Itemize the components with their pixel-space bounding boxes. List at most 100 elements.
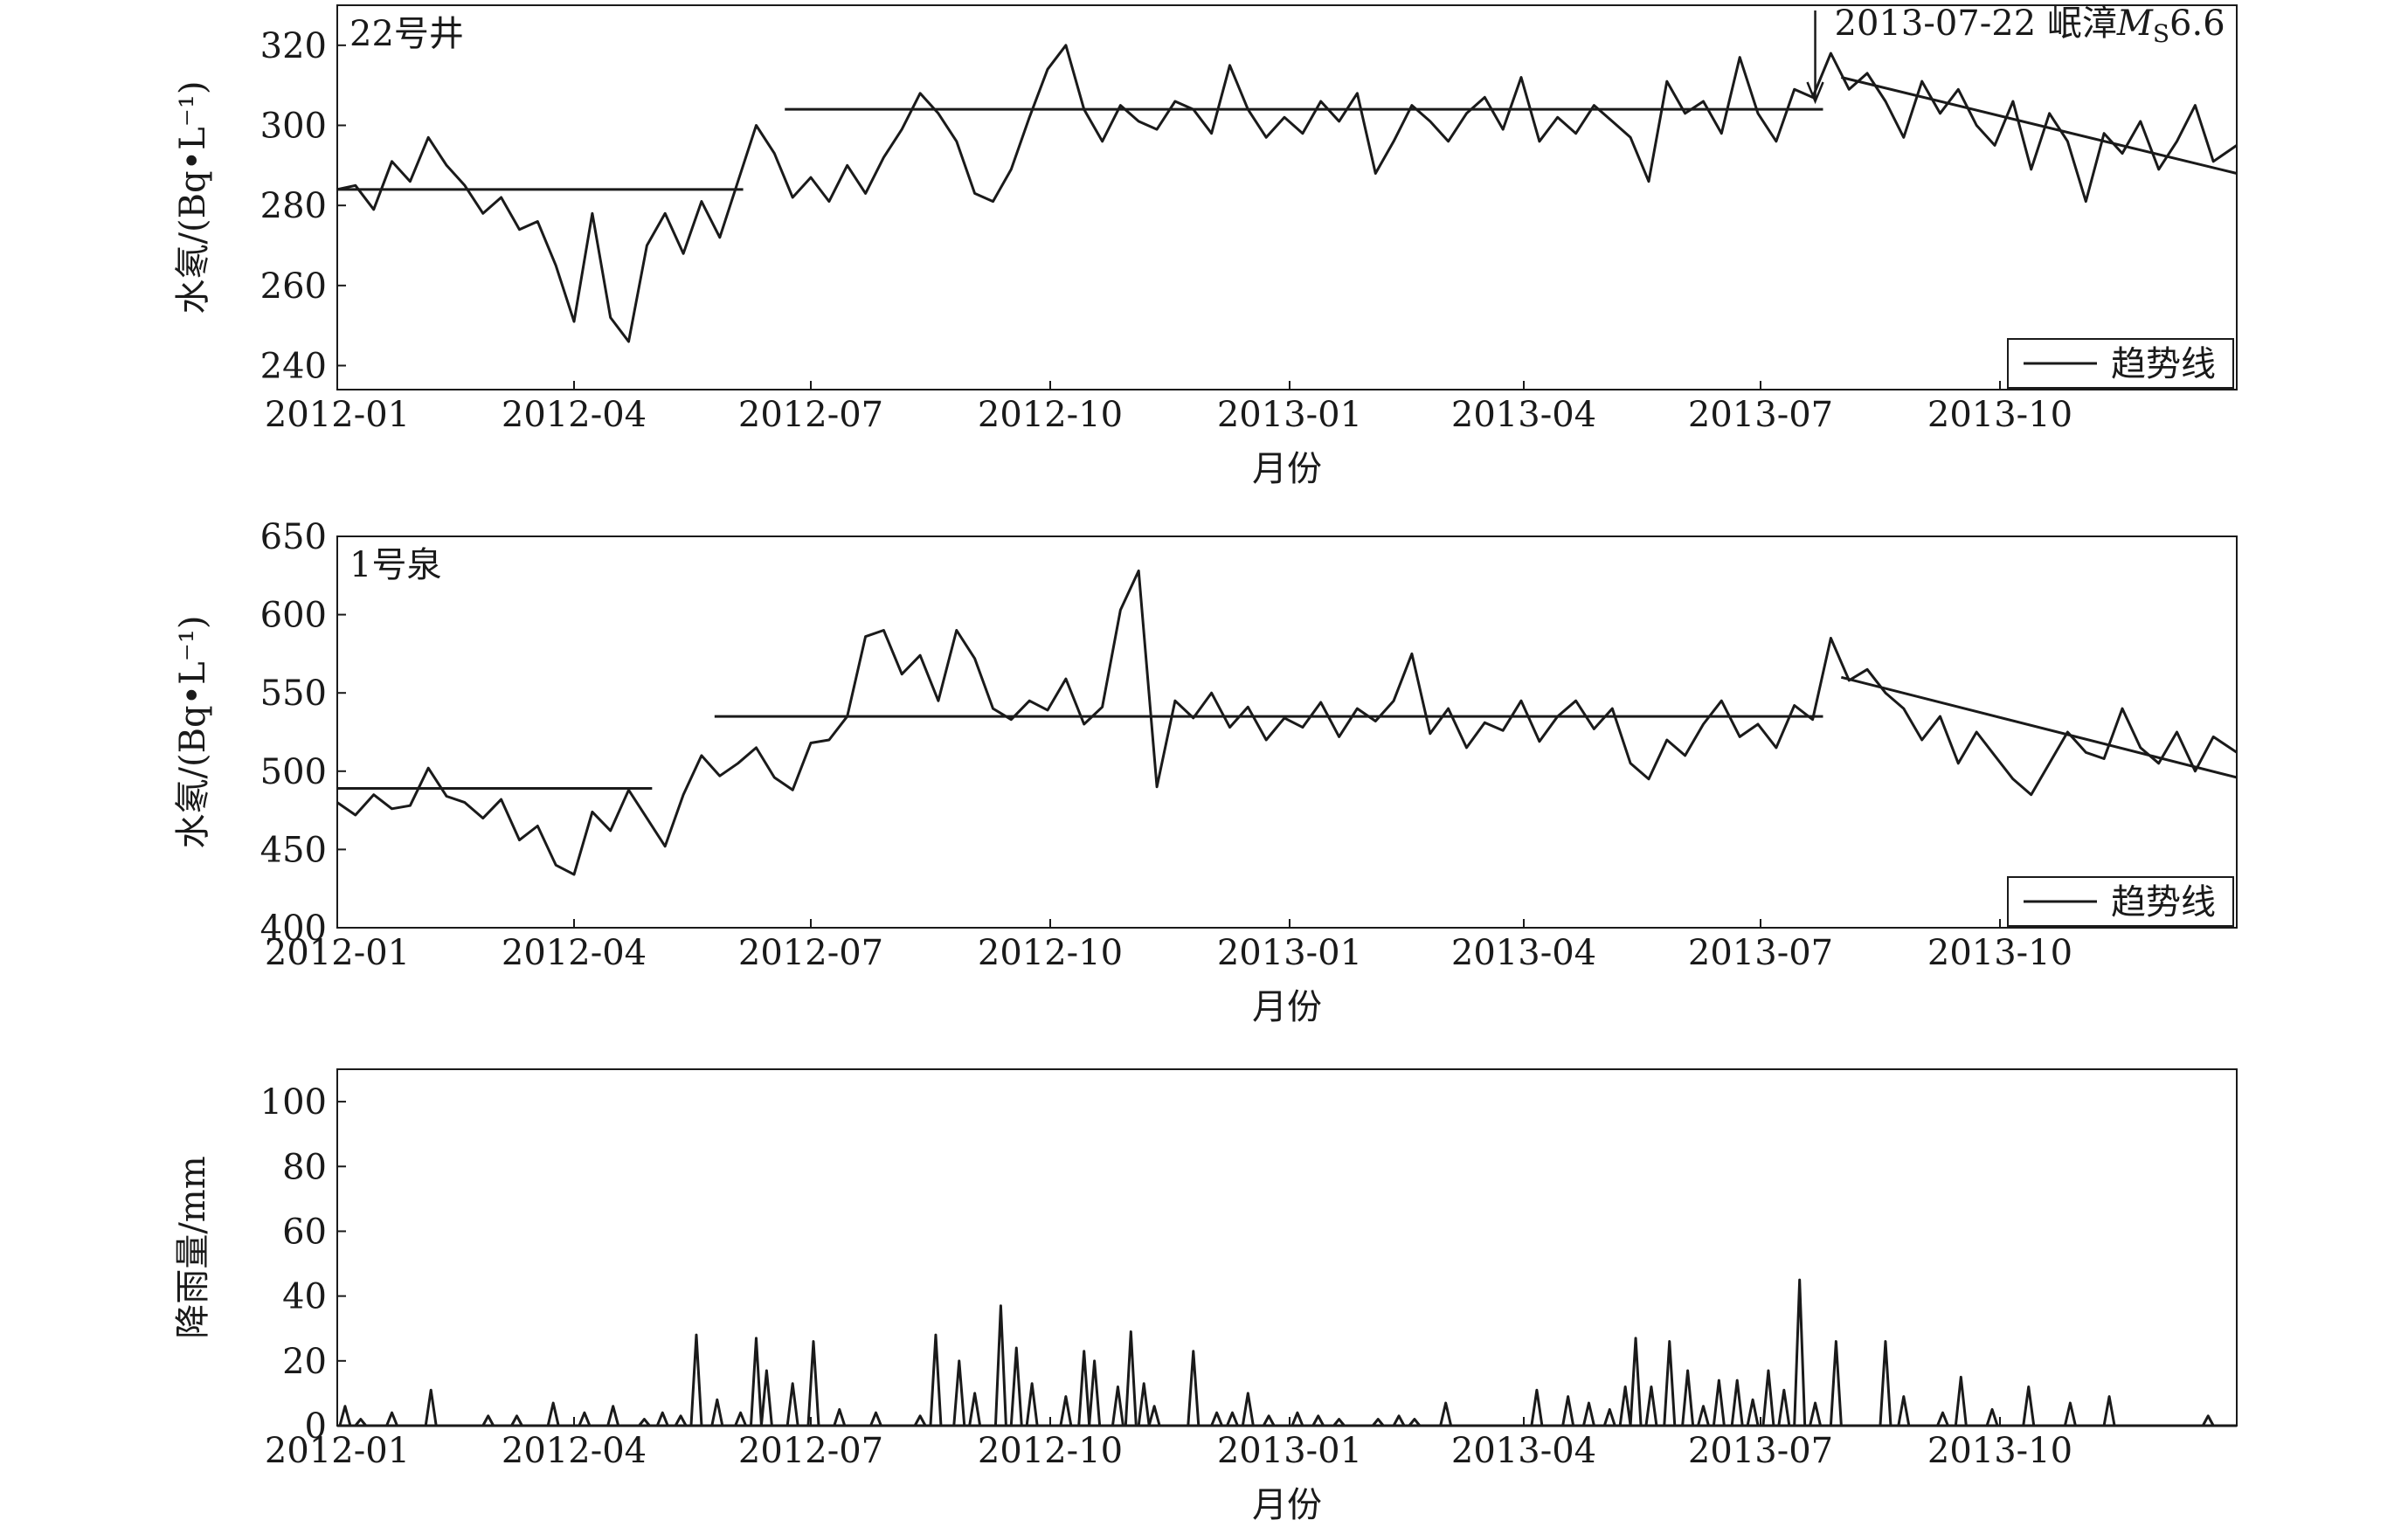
y-tick-label: 600 (260, 596, 327, 636)
rain-spike (1879, 1340, 1892, 1427)
rain-spike (1111, 1385, 1124, 1427)
y-tick-label: 60 (282, 1212, 327, 1252)
rain-spike (1777, 1388, 1791, 1427)
x-tick-label: 2012-10 (978, 395, 1123, 435)
rain-spike (385, 1411, 398, 1427)
x-tick-label: 2012-04 (502, 1431, 647, 1471)
rain-spike (1137, 1382, 1151, 1427)
rain-spike (1730, 1378, 1744, 1427)
rain-spike (1124, 1330, 1138, 1427)
rain-spike (785, 1382, 799, 1427)
rain-spike (546, 1401, 560, 1427)
rain-spike (734, 1411, 747, 1427)
rain-spike (510, 1414, 523, 1427)
rain-spike (2102, 1395, 2116, 1427)
y-tick-label: 240 (260, 347, 327, 387)
rain-spike (1439, 1401, 1453, 1427)
rain-spike (1241, 1392, 1255, 1427)
rain-spike (1332, 1418, 1346, 1427)
annotation-magnitude-value: 6.6 (2169, 3, 2225, 44)
rain-spike (1681, 1369, 1695, 1427)
rain-spike (481, 1414, 495, 1427)
y-tick-label: 0 (305, 1406, 327, 1447)
rain-spike (1147, 1405, 1161, 1427)
rain-spike (1392, 1414, 1406, 1427)
panel-label: 22号井 (349, 14, 464, 54)
series-line (336, 44, 2238, 343)
series-line (336, 569, 2238, 876)
y-tick-label: 550 (260, 674, 327, 714)
panel-label: 1号泉 (349, 545, 441, 585)
rain-spike (968, 1392, 982, 1427)
x-tick-label: 2013-10 (1927, 933, 2072, 973)
plot-frame (336, 4, 2238, 390)
x-tick-label: 2013-07 (1688, 933, 1833, 973)
rain-spike (759, 1369, 773, 1427)
x-tick-label: 2012-01 (265, 1431, 410, 1471)
x-tick-label: 2013-04 (1451, 933, 1596, 973)
rain-spike (1210, 1411, 1223, 1427)
x-axis-title: 月份 (1252, 1485, 1322, 1525)
x-tick-label: 2012-07 (738, 1431, 883, 1471)
x-tick-label: 2012-07 (738, 933, 883, 973)
y-axis-title: 水氡/(Bq•L⁻¹) (173, 81, 213, 314)
panel-1-spring: 1号泉 水氡/(Bq•L⁻¹) 月份 2012-01 2012-04 2012-07… (173, 517, 2238, 1027)
x-tick-label: 2013-07 (1688, 395, 1833, 435)
rain-spike (869, 1411, 882, 1427)
rain-spike (1712, 1378, 1726, 1427)
rain-spike (1311, 1414, 1325, 1427)
annotation-magnitude-subscript: S (2153, 19, 2169, 48)
rain-spike (1954, 1375, 1968, 1427)
rain-spike (993, 1304, 1007, 1427)
y-tick-label: 450 (260, 830, 327, 870)
rain-spike (1290, 1411, 1304, 1427)
x-tick-label: 2012-01 (265, 933, 410, 973)
rain-spike (749, 1337, 763, 1427)
panel-rainfall: 降雨量/mm 月份 2012-01 2012-04 2012-07 2012-10 20… (173, 1068, 2238, 1525)
x-tick-label: 2012-04 (502, 395, 647, 435)
rain-spike (2022, 1385, 2036, 1427)
annotation-magnitude-symbol: M (2116, 3, 2154, 44)
y-tick-label: 280 (260, 186, 327, 226)
rain-spike (1009, 1346, 1023, 1427)
rain-spike (913, 1414, 927, 1427)
rain-spike (1187, 1350, 1201, 1427)
y-tick-label: 500 (260, 752, 327, 792)
rain-spike (1936, 1411, 1949, 1427)
rain-spike (833, 1407, 847, 1427)
y-axis-title: 水氡/(Bq•L⁻¹) (173, 616, 213, 849)
rain-spike (655, 1411, 669, 1427)
trend-line (1840, 675, 2238, 779)
annotation-arrow-head (1806, 81, 1824, 105)
rain-spike (1561, 1395, 1575, 1427)
rain-spike (1059, 1395, 1073, 1427)
rain-spike (1829, 1340, 1843, 1427)
x-tick-label: 2013-04 (1451, 395, 1596, 435)
rain-spike (1761, 1369, 1775, 1427)
rain-spike (354, 1418, 367, 1427)
earthquake-annotation: 2013-07-22 岷漳MS6.6 (1835, 3, 2225, 48)
rain-spike (2201, 1414, 2215, 1427)
rain-spike (1372, 1418, 1385, 1427)
annotation-date: 2013-07-22 岷漳 (1835, 3, 2117, 44)
rain-spike (1618, 1385, 1632, 1427)
x-tick-label: 2012-10 (978, 1431, 1123, 1471)
y-tick-label: 650 (260, 517, 327, 557)
rain-spike (1581, 1401, 1595, 1427)
rain-spike (1025, 1382, 1039, 1427)
x-tick-label: 2013-01 (1217, 1431, 1362, 1471)
rain-spike (1746, 1398, 1760, 1427)
rain-spike (424, 1388, 438, 1427)
rain-spike (806, 1340, 820, 1427)
y-tick-label: 320 (260, 26, 327, 66)
plot-frame (336, 535, 2238, 929)
rain-spike (1408, 1418, 1422, 1427)
rain-spike (674, 1414, 688, 1427)
rain-spike (1226, 1411, 1239, 1427)
trend-line (1840, 76, 2238, 175)
rain-spike (689, 1333, 703, 1427)
legend-label: 趋势线 (2111, 344, 2216, 384)
y-tick-label: 20 (282, 1342, 327, 1382)
x-tick-label: 2013-10 (1927, 1431, 2072, 1471)
y-tick-label: 260 (260, 266, 327, 307)
